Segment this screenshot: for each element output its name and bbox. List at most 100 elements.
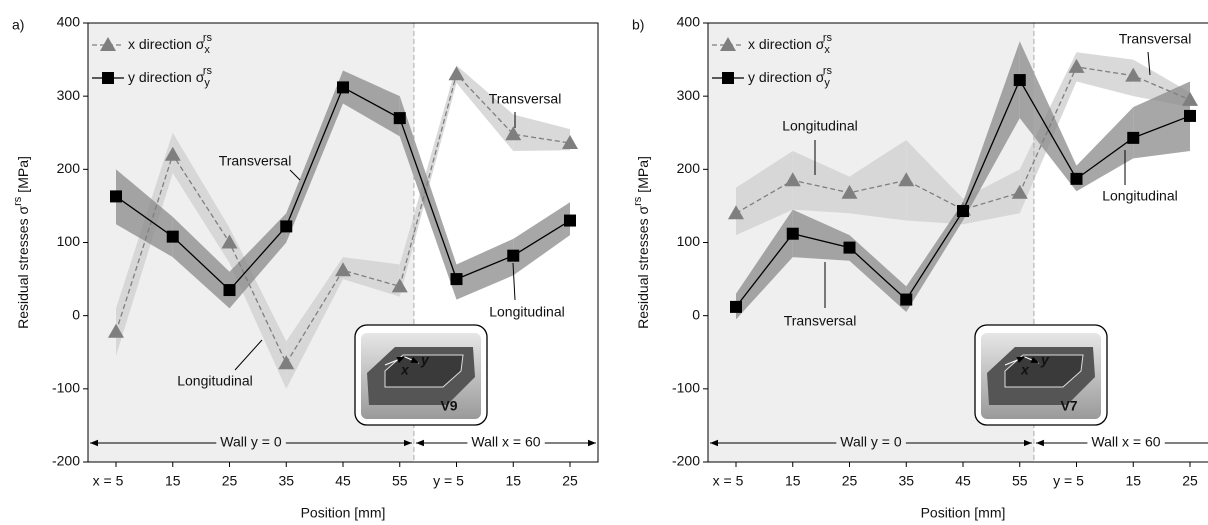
y-tick-label: 100 [677, 233, 701, 249]
uncertainty-band [963, 169, 1020, 225]
x-tick-label: 45 [955, 473, 971, 489]
point-marker [278, 355, 295, 370]
point-marker [1011, 184, 1028, 199]
uncertainty-band [1133, 81, 1190, 159]
wall-label: Wall x = 60 [1091, 434, 1160, 450]
point-marker [957, 205, 969, 218]
legend-label: y direction σyrs [748, 65, 833, 89]
point-marker [337, 81, 349, 94]
annotation-leader [512, 262, 516, 301]
uncertainty-band [736, 151, 793, 236]
legend-sub: x [824, 44, 830, 56]
x-tick-label: 25 [1182, 473, 1198, 489]
legend-marker [100, 37, 116, 51]
panel: -200 -100 0 100 200 300 400 x = 5 15 25 35 45 55 y = … [12, 14, 599, 521]
annotation-leader [289, 169, 301, 181]
uncertainty-band [963, 41, 1020, 221]
uncertainty-band [116, 169, 173, 258]
point-marker [221, 234, 238, 249]
point-marker [1127, 131, 1140, 144]
x-tick-label: 25 [842, 473, 858, 489]
y-tick-label: -100 [672, 380, 700, 396]
inset-axis [1004, 356, 1026, 366]
uncertainty-band [513, 114, 570, 152]
legend-label: x direction σxrs [128, 32, 213, 56]
inset-label: V9 [440, 398, 457, 414]
x-axis-label: Position [mm] [301, 505, 386, 521]
y-tick-label: 400 [677, 14, 701, 30]
x-tick-label: y = 5 [433, 473, 464, 489]
wall-label-bg [216, 433, 286, 450]
y-tick-label: 400 [57, 14, 81, 30]
point-marker [1068, 58, 1085, 73]
y-tick-label: 300 [677, 87, 701, 103]
uncertainty-band [229, 213, 287, 309]
point-marker [507, 249, 520, 262]
y-axis-label-text: Residual stresses σ [635, 206, 651, 329]
y-axis-label: Residual stresses σrs [MPa] [12, 156, 31, 329]
y-axis-label-unit: [MPa] [15, 156, 31, 193]
inset-label: V7 [1060, 398, 1077, 414]
point-marker [564, 214, 576, 227]
uncertainty-band [456, 238, 514, 300]
legend-name: y direction σ [748, 69, 825, 85]
annotation: Longitudinal [1102, 188, 1178, 204]
point-marker [1184, 109, 1196, 122]
x-tick-label: y = 5 [1053, 473, 1084, 489]
inset-cavity [1004, 354, 1084, 388]
annotation-leader [234, 339, 263, 371]
panel: -200 -100 0 100 200 300 400 x = 5 15 25 35 45 55 y = … [632, 14, 1208, 521]
legend-name: y direction σ [128, 69, 205, 85]
uncertainty-band [456, 65, 514, 152]
y-tick-label: -200 [672, 453, 700, 469]
legend-label: y direction σyrs [128, 65, 213, 89]
x-axis-label: Position [mm] [921, 505, 1006, 521]
x-tick-label: 25 [222, 473, 238, 489]
legend-marker [102, 72, 114, 84]
legend-sup: rs [823, 32, 833, 44]
wall-label-bg [1087, 433, 1165, 450]
y-tick-label: 200 [677, 160, 701, 176]
x-tick-label: 15 [505, 473, 521, 489]
legend-sup: rs [203, 32, 213, 44]
point-marker [843, 241, 856, 254]
x-tick-label: x = 5 [713, 473, 744, 489]
point-marker [1013, 74, 1026, 87]
point-marker [335, 262, 351, 277]
point-marker [562, 134, 578, 149]
y-axis-label-unit: [MPa] [635, 156, 651, 193]
inset-cavity [384, 354, 464, 388]
point-marker [108, 323, 124, 338]
point-marker [841, 184, 858, 199]
y-tick-label: -200 [52, 453, 80, 469]
x-tick-label: 45 [335, 473, 351, 489]
inset-axis-label: x [1020, 362, 1030, 378]
uncertainty-band [1076, 107, 1134, 192]
inset-axis-label: y [420, 352, 430, 368]
annotation: Transversal [219, 153, 292, 169]
uncertainty-band [792, 151, 850, 214]
uncertainty-band [906, 202, 963, 313]
point-marker [1182, 91, 1198, 106]
x-tick-label: 55 [1012, 473, 1028, 489]
panel-label: a) [12, 17, 24, 33]
uncertainty-band [286, 257, 343, 389]
legend-name: x direction σ [128, 36, 205, 52]
uncertainty-band [736, 209, 793, 320]
uncertainty-band [849, 140, 907, 221]
y-axis-label-sup: rs [632, 196, 644, 206]
point-marker [1125, 67, 1142, 82]
legend-sub: x [204, 44, 210, 56]
panel-label: b) [632, 17, 644, 33]
point-marker [900, 293, 913, 306]
point-marker [786, 227, 799, 240]
y-tick-label: 300 [57, 87, 81, 103]
wall-label: Wall y = 0 [840, 434, 902, 450]
x-tick-label: 25 [562, 473, 578, 489]
point-marker [730, 300, 742, 313]
y-axis-label: Residual stresses σrs [MPa] [632, 156, 651, 329]
point-marker [166, 230, 179, 243]
inset-axis [404, 356, 420, 364]
x-tick-label: 15 [165, 473, 181, 489]
